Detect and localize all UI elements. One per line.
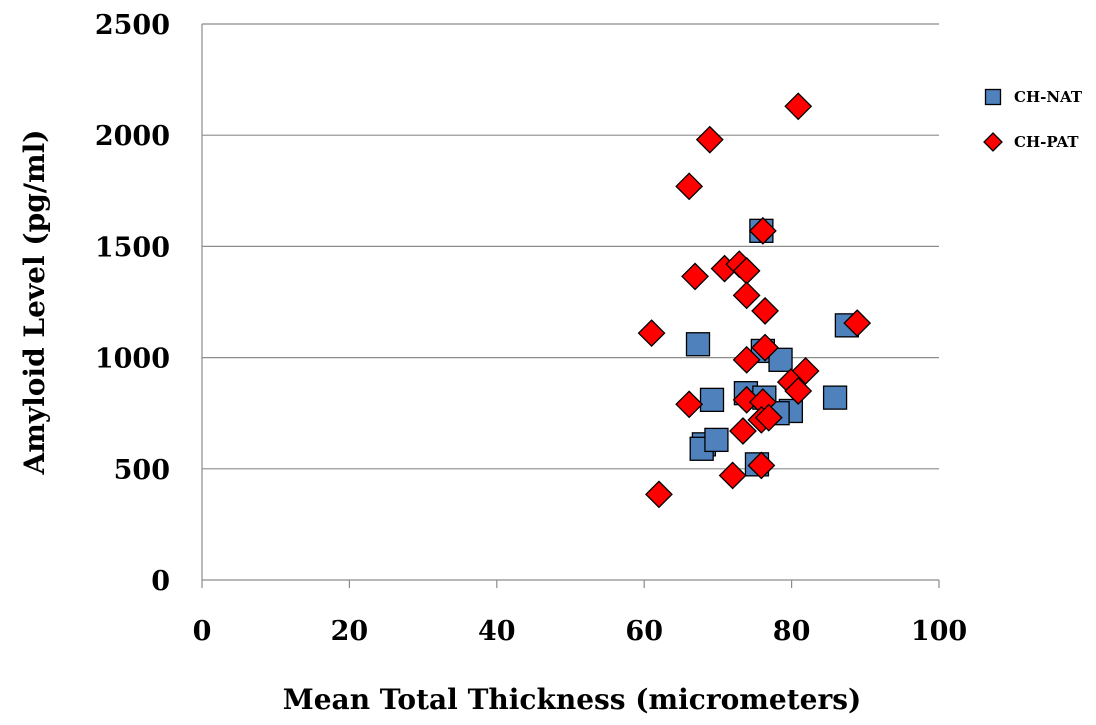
diamond-point <box>784 92 813 121</box>
x-tick-label: 100 <box>911 616 967 647</box>
x-tick-label: 40 <box>478 616 516 647</box>
diamond-point <box>681 262 709 291</box>
y-tick-label: 2000 <box>95 121 170 152</box>
y-tick-labels: 0 500 1000 1500 2000 2500 <box>95 10 170 597</box>
data-points <box>637 92 872 509</box>
x-tick-label: 0 <box>193 616 212 647</box>
y-tick-label: 0 <box>151 566 170 597</box>
diamond-point <box>751 296 779 325</box>
diamond-point <box>637 319 666 348</box>
series-ch-pat <box>637 92 872 509</box>
diamond-point <box>729 417 757 445</box>
diamond-point <box>695 125 724 154</box>
legend-label: CH-PAT <box>1014 133 1079 151</box>
x-tick-label: 60 <box>625 616 663 647</box>
x-tick-label: 80 <box>773 616 811 647</box>
diamond-point <box>747 451 776 480</box>
legend-marker <box>983 132 1003 152</box>
y-tick-label: 1500 <box>95 232 170 263</box>
diamond-point <box>732 385 761 414</box>
diamond-point <box>718 461 747 490</box>
y-tick-label: 1000 <box>95 344 170 375</box>
x-tick-label: 20 <box>331 616 369 647</box>
x-axis-title: Mean Total Thickness (micrometers) <box>283 683 861 716</box>
diamond-point <box>748 216 777 245</box>
axes <box>201 24 940 588</box>
square-point <box>685 332 711 357</box>
diamond-point <box>732 281 761 310</box>
square-point <box>768 347 793 372</box>
x-tick-labels: 0 20 40 60 80 100 <box>193 616 968 647</box>
legend: CH-NAT CH-PAT <box>983 88 1083 152</box>
diamond-point <box>675 390 704 419</box>
diamond-point <box>645 480 673 509</box>
y-axis-title: Amyloid Level (pg/ml) <box>18 129 51 475</box>
legend-marker <box>984 88 1002 106</box>
diamond-point <box>843 309 872 338</box>
square-point <box>704 427 729 453</box>
diamond-point <box>732 345 761 374</box>
square-point <box>699 387 725 413</box>
diamond-point <box>751 333 779 362</box>
y-tick-label: 2500 <box>95 10 170 41</box>
diamond-point <box>754 403 783 432</box>
gridlines <box>202 23 939 470</box>
y-tick-label: 500 <box>114 455 170 486</box>
diamond-point <box>675 172 704 201</box>
square-point <box>822 385 848 410</box>
diamond-point <box>784 377 813 405</box>
legend-label: CH-NAT <box>1014 88 1083 106</box>
